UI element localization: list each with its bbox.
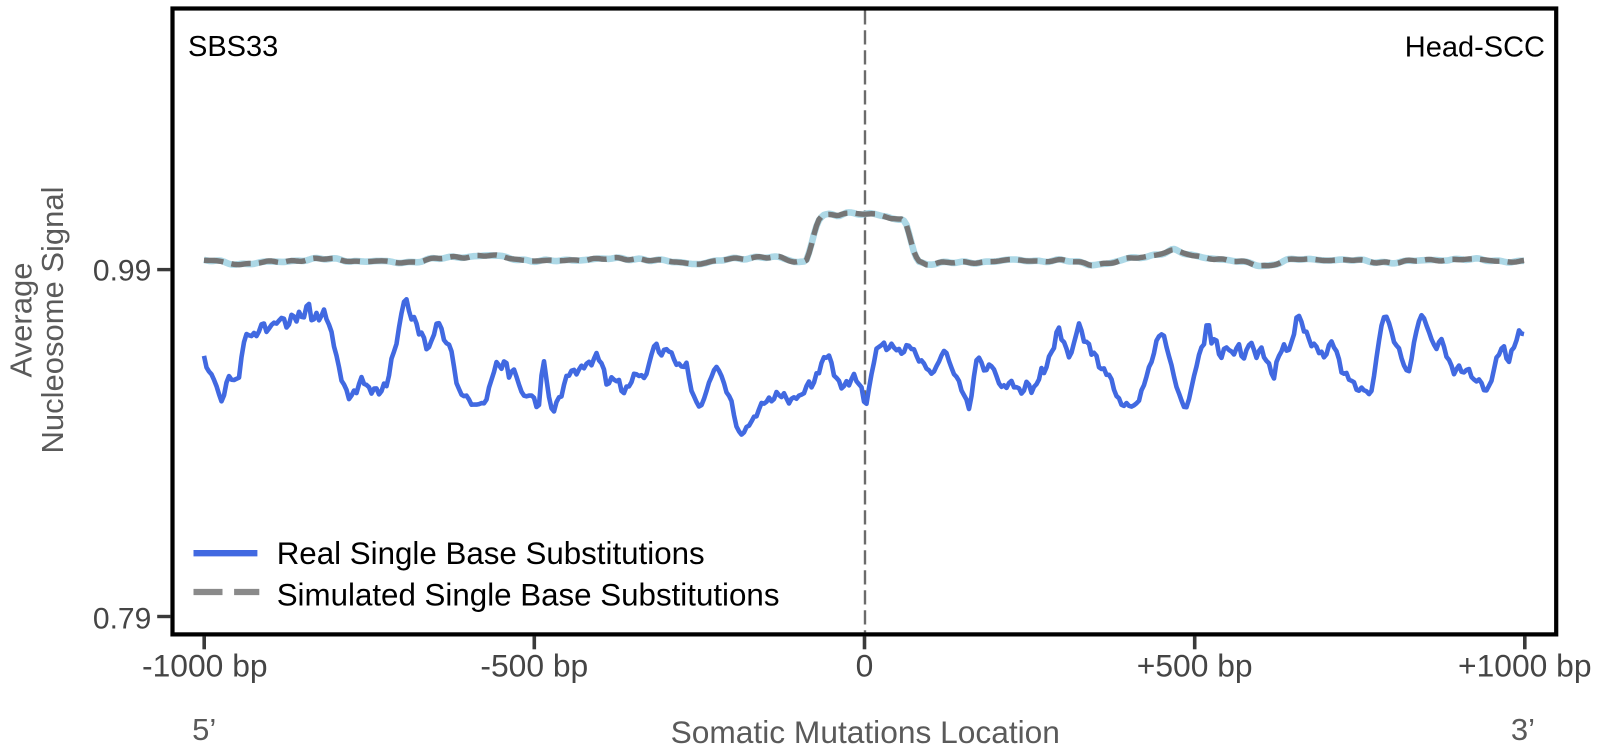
svg-text:SBS33: SBS33 <box>188 31 278 63</box>
svg-text:Head-SCC: Head-SCC <box>1405 32 1545 64</box>
svg-text:Nucleosome Signal: Nucleosome Signal <box>35 186 70 453</box>
svg-text:Real Single Base Substitutions: Real Single Base Substitutions <box>277 536 705 571</box>
svg-text:0.79: 0.79 <box>93 602 151 635</box>
svg-text:3’: 3’ <box>1511 712 1535 747</box>
svg-text:Somatic Mutations Location: Somatic Mutations Location <box>671 714 1060 750</box>
svg-text:-500 bp: -500 bp <box>480 647 588 683</box>
svg-text:5’: 5’ <box>192 712 216 747</box>
svg-text:Simulated Single Base Substitu: Simulated Single Base Substitutions <box>277 577 780 612</box>
svg-text:0: 0 <box>856 647 874 683</box>
svg-text:Average: Average <box>3 263 38 378</box>
svg-text:+500 bp: +500 bp <box>1137 647 1253 683</box>
svg-text:-1000 bp: -1000 bp <box>142 647 268 683</box>
svg-text:+1000 bp: +1000 bp <box>1458 647 1592 683</box>
svg-text:0.99: 0.99 <box>93 255 151 288</box>
